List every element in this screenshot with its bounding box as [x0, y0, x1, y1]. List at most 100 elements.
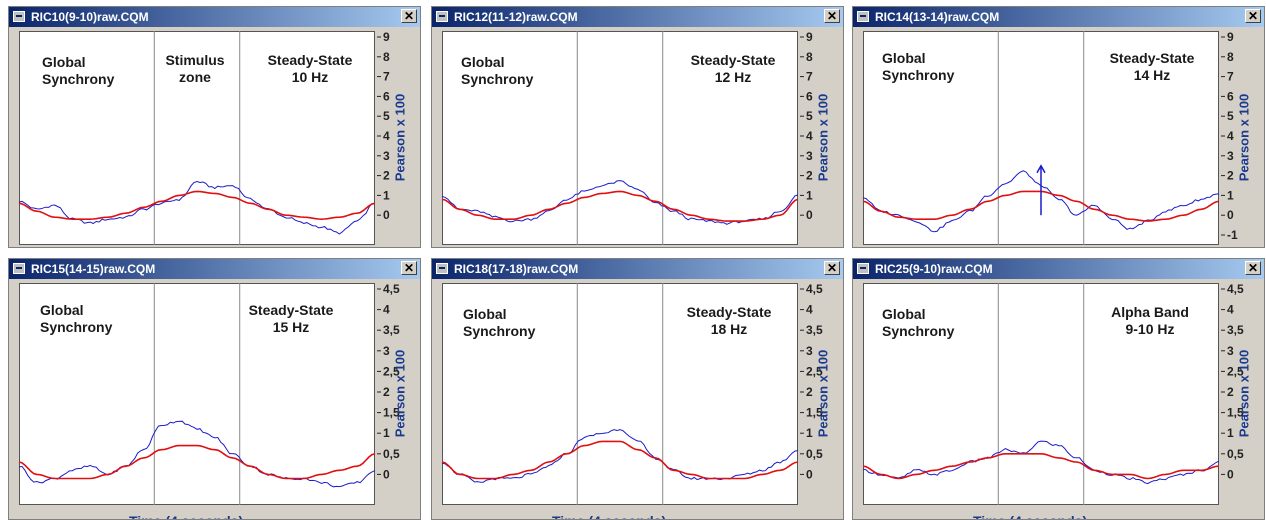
- y-tick-label: 9: [806, 30, 813, 44]
- smoothed-series-line: [441, 440, 799, 480]
- y-tick-label: 0: [806, 208, 813, 222]
- smoothed-series-line: [18, 190, 376, 221]
- chart-svg: 4,5 4 3,5 3 2,5 2 1,5 1 0,5 0: [18, 282, 400, 505]
- y-tick-label: 5: [1227, 109, 1234, 123]
- y-tick-label: 8: [383, 50, 390, 64]
- window-title: RIC25(9-10)raw.CQM: [875, 262, 993, 276]
- y-tick-label: 4: [1227, 129, 1234, 143]
- y-tick-label: 3: [383, 149, 390, 163]
- y-tick-label: 7: [383, 70, 390, 84]
- plot-area: Global Synchrony Alpha Band 9-10 Hz: [863, 283, 1219, 505]
- window-app-icon: [436, 263, 448, 274]
- y-tick-label: 0: [383, 467, 390, 481]
- chart-annotation: Global Synchrony: [40, 302, 113, 335]
- chart-window[interactable]: RIC10(9-10)raw.CQM ✕ Global Synchrony Stimul…: [8, 6, 421, 248]
- y-tick-label: 3: [806, 344, 813, 358]
- chart-window[interactable]: RIC15(14-15)raw.CQM ✕ Global Synchrony Stead…: [8, 258, 421, 520]
- close-icon[interactable]: ✕: [1245, 261, 1261, 275]
- window-title: RIC18(17-18)raw.CQM: [454, 262, 579, 276]
- window-app-icon: [857, 11, 869, 22]
- chart-window[interactable]: RIC18(17-18)raw.CQM ✕ Global Synchrony Stead…: [431, 258, 844, 520]
- y-tick-label: 4: [806, 129, 813, 143]
- window-title: RIC15(14-15)raw.CQM: [31, 262, 156, 276]
- y-tick-label: 0: [1227, 208, 1234, 222]
- y-tick-label: 3,5: [806, 323, 823, 337]
- y-tick-label: 3: [1227, 149, 1234, 163]
- close-icon[interactable]: ✕: [401, 9, 417, 23]
- y-tick-label: 4: [383, 303, 390, 317]
- y-tick-label: 2,5: [806, 364, 823, 378]
- y-tick-label: 2: [806, 385, 813, 399]
- smoothed-series-line: [441, 190, 799, 222]
- y-tick-label: 6: [1227, 89, 1234, 103]
- raw-series-line: [441, 180, 799, 225]
- close-icon[interactable]: ✕: [824, 9, 840, 23]
- window-title-bar[interactable]: RIC25(9-10)raw.CQM ✕: [853, 259, 1264, 279]
- y-tick-label: 7: [806, 70, 813, 84]
- chart-annotation: Global Synchrony: [882, 306, 955, 339]
- chart-window[interactable]: RIC12(11-12)raw.CQM ✕ Global Synchrony Stead…: [431, 6, 844, 248]
- y-tick-label: 1: [806, 426, 813, 440]
- window-title-bar[interactable]: RIC15(14-15)raw.CQM ✕: [9, 259, 420, 279]
- chart-annotation: Steady-State 12 Hz: [690, 52, 776, 85]
- window-title-bar[interactable]: RIC12(11-12)raw.CQM ✕: [432, 7, 843, 27]
- y-tick-label: 1,5: [806, 406, 823, 420]
- y-tick-label: 5: [806, 109, 813, 123]
- raw-series-line: [862, 440, 1220, 485]
- y-tick-label: 1: [1227, 188, 1234, 202]
- close-icon[interactable]: ✕: [824, 261, 840, 275]
- chart-window[interactable]: RIC14(13-14)raw.CQM ✕ Global Synchrony Stead…: [852, 6, 1265, 248]
- y-axis-label: Pearson x 100: [392, 349, 408, 438]
- chart-annotation: Global Synchrony: [882, 50, 955, 83]
- y-axis-label: Pearson x 100: [815, 349, 831, 438]
- raw-series-line: [18, 180, 376, 235]
- window-app-icon: [13, 263, 25, 274]
- x-axis-label: Time (4 seconds): [973, 513, 1087, 519]
- plot-area: Global Synchrony Steady-State 18 Hz: [442, 283, 798, 505]
- y-tick-label: 6: [806, 89, 813, 103]
- y-tick-label: 9: [1227, 30, 1234, 44]
- y-axis-label: Pearson x 100: [392, 93, 408, 182]
- y-tick-label: 7: [1227, 70, 1234, 84]
- y-tick-label: 4: [1227, 303, 1234, 317]
- raw-series-line: [441, 429, 799, 483]
- y-tick-label: 5: [383, 109, 390, 123]
- chart-annotation: Alpha Band 9-10 Hz: [1111, 304, 1189, 337]
- y-axis-label: Pearson x 100: [1236, 349, 1252, 438]
- window-app-icon: [857, 263, 869, 274]
- smoothed-series-line: [18, 444, 376, 480]
- y-tick-label: 2: [383, 169, 390, 183]
- y-tick-label: 1: [383, 426, 390, 440]
- y-tick-label: 1: [383, 188, 390, 202]
- chart-svg: 4,5 4 3,5 3 2,5 2 1,5 1 0,5 0: [862, 282, 1244, 505]
- y-tick-label: 0,5: [383, 447, 400, 461]
- chart-svg: 4,5 4 3,5 3 2,5 2 1,5 1 0,5 0: [441, 282, 823, 505]
- y-axis-label: Pearson x 100: [815, 93, 831, 182]
- chart-annotation: Global Synchrony: [461, 54, 534, 87]
- y-axis-label: Pearson x 100: [1236, 93, 1252, 182]
- window-title: RIC12(11-12)raw.CQM: [454, 10, 578, 24]
- y-tick-label: 2: [806, 169, 813, 183]
- y-tick-label: 3: [806, 149, 813, 163]
- close-icon[interactable]: ✕: [1245, 9, 1261, 23]
- y-tick-label: 4,5: [1227, 282, 1244, 296]
- window-title-bar[interactable]: RIC10(9-10)raw.CQM ✕: [9, 7, 420, 27]
- y-tick-label: 1: [806, 188, 813, 202]
- y-tick-label: 0: [383, 208, 390, 222]
- raw-series-line: [18, 420, 376, 488]
- y-tick-label: 1: [1227, 426, 1234, 440]
- window-title: RIC10(9-10)raw.CQM: [31, 10, 149, 24]
- chart-window[interactable]: RIC25(9-10)raw.CQM ✕ Global Synchrony Alpha …: [852, 258, 1265, 520]
- chart-annotation: Steady-State 10 Hz: [267, 52, 353, 85]
- close-icon[interactable]: ✕: [401, 261, 417, 275]
- smoothed-series-line: [862, 453, 1220, 480]
- y-tick-label: 8: [806, 50, 813, 64]
- y-tick-label: 0: [1227, 467, 1234, 481]
- window-title-bar[interactable]: RIC14(13-14)raw.CQM ✕: [853, 7, 1264, 27]
- y-tick-label: 2,5: [1227, 364, 1244, 378]
- window-title-bar[interactable]: RIC18(17-18)raw.CQM ✕: [432, 259, 843, 279]
- y-tick-label: 3: [383, 344, 390, 358]
- chart-svg: 9 8 7 6 5 4 3 2 1 0: [18, 30, 390, 245]
- chart-annotation: Stimulus zone: [165, 52, 225, 85]
- chart-annotation: Steady-State 14 Hz: [1109, 50, 1195, 83]
